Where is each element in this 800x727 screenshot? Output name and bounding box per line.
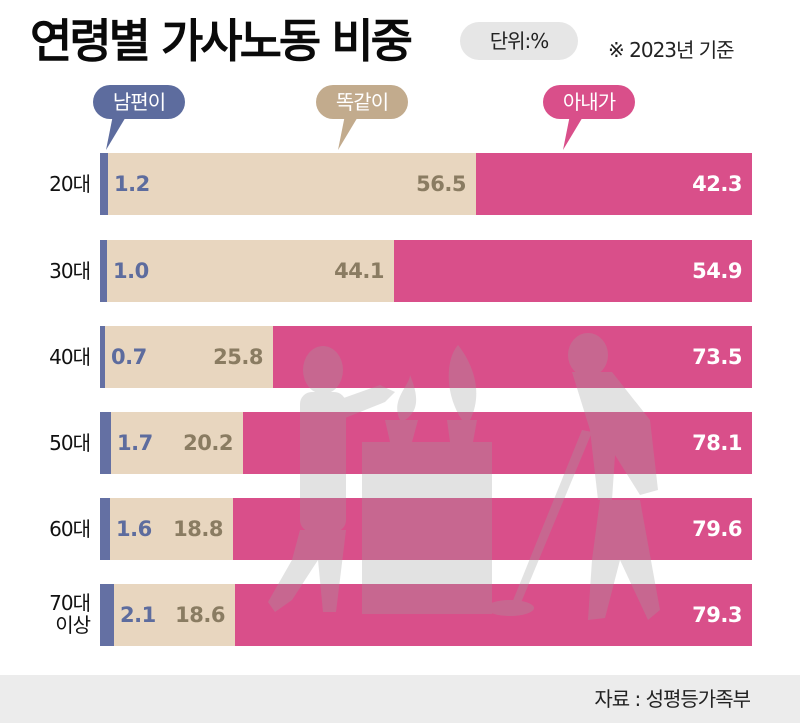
segment-wife: 78.1 [243,412,752,474]
segment-equal: 0.7 25.8 [105,326,273,388]
row-label: 30대 [49,259,91,283]
stacked-bar-70s-plus: 2.1 18.6 79.3 [100,584,752,646]
chart-title: 연령별 가사노동 비중 [30,14,413,68]
stacked-bar-20s: 1.2 56.5 42.3 [100,153,752,215]
value-wife: 79.3 [692,603,742,627]
row-label: 50대 [49,431,91,455]
value-equal: 44.1 [334,259,384,283]
legend-wife: 아내가 [543,85,635,119]
row-label: 70대 이상 [49,591,91,637]
segment-equal: 1.0 44.1 [107,240,394,302]
value-equal: 25.8 [213,345,263,369]
source-credit: 자료 : 성평등가족부 [594,687,751,711]
segment-wife: 79.6 [233,498,752,560]
segment-equal: 1.2 56.5 [108,153,476,215]
segment-husband [100,412,111,474]
value-husband: 1.0 [113,259,149,283]
stacked-bar-60s: 1.6 18.8 79.6 [100,498,752,560]
row-label: 60대 [49,517,91,541]
segment-wife: 73.5 [273,326,752,388]
value-wife: 54.9 [692,259,742,283]
legend-tail-husband-icon [106,110,130,150]
segment-equal: 1.7 20.2 [111,412,243,474]
legend-tail-equal-icon [338,110,362,150]
segment-husband [100,498,110,560]
value-husband: 0.7 [111,345,147,369]
value-husband: 1.7 [117,431,153,455]
stacked-bar-50s: 1.7 20.2 78.1 [100,412,752,474]
value-equal: 18.8 [173,517,223,541]
base-year-note: ※ 2023년 기준 [608,38,735,62]
segment-husband [100,240,107,302]
segment-equal: 2.1 18.6 [114,584,235,646]
value-wife: 73.5 [692,345,742,369]
legend-tail-wife-icon [563,110,587,150]
value-husband: 2.1 [120,603,156,627]
segment-husband [100,326,105,388]
value-equal: 18.6 [175,603,225,627]
value-wife: 42.3 [692,172,742,196]
footer-bar: 자료 : 성평등가족부 [0,675,800,723]
legend-husband: 남편이 [93,85,185,119]
legend-equal: 똑같이 [316,85,408,119]
value-wife: 78.1 [692,431,742,455]
stacked-bar-40s: 0.7 25.8 73.5 [100,326,752,388]
segment-wife: 79.3 [235,584,752,646]
segment-husband [100,584,114,646]
segment-wife: 54.9 [394,240,752,302]
segment-husband [100,153,108,215]
value-wife: 79.6 [692,517,742,541]
unit-badge: 단위:% [460,22,578,60]
value-husband: 1.6 [116,517,152,541]
row-label: 40대 [49,345,91,369]
value-husband: 1.2 [114,172,150,196]
value-equal: 56.5 [416,172,466,196]
segment-equal: 1.6 18.8 [110,498,233,560]
value-equal: 20.2 [183,431,233,455]
row-label: 20대 [49,172,91,196]
segment-wife: 42.3 [476,153,752,215]
stacked-bar-30s: 1.0 44.1 54.9 [100,240,752,302]
